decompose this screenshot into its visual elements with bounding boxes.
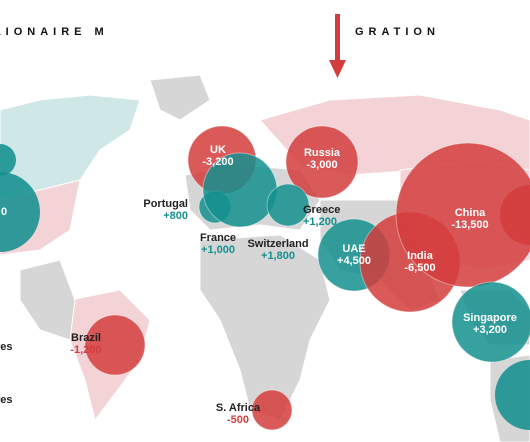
country-name: Russia xyxy=(304,147,341,159)
bubble xyxy=(285,125,359,199)
country-name: Singapore xyxy=(463,312,517,324)
bubble xyxy=(451,281,530,363)
title-arrow xyxy=(329,14,346,78)
country-name: France xyxy=(200,232,236,244)
country-value: -6,500 xyxy=(404,262,435,274)
cropped-label: 0 xyxy=(1,206,7,218)
country-name: Greece xyxy=(303,204,340,216)
country-value: -1,200 xyxy=(70,344,101,356)
bubble xyxy=(84,314,146,376)
country-value: -3,000 xyxy=(306,159,337,171)
country-name: China xyxy=(455,207,486,219)
bubbles xyxy=(0,125,530,431)
cropped-label: res xyxy=(0,394,13,406)
country-value: +4,500 xyxy=(337,255,371,267)
labels: UK-3,200Russia-3,000Portugal+800France+1… xyxy=(0,144,517,426)
bubble xyxy=(395,142,530,288)
country-name: Brazil xyxy=(71,332,101,344)
country-value: -500 xyxy=(227,414,249,426)
cropped-label: res xyxy=(0,341,13,353)
country-value: -13,500 xyxy=(451,219,488,231)
country-name: Portugal xyxy=(143,198,188,210)
bubble xyxy=(266,183,310,227)
bubble-edge xyxy=(0,172,40,252)
country-name: UK xyxy=(210,144,226,156)
bubble xyxy=(251,389,293,431)
title-left: MILLIONAIRE M xyxy=(0,26,109,38)
country-value: +1,800 xyxy=(261,250,295,262)
country-value: +800 xyxy=(163,210,188,222)
country-name: Switzerland xyxy=(247,238,308,250)
bubble-edge xyxy=(495,360,530,430)
bubble-edge xyxy=(0,144,16,176)
country-name: S. Africa xyxy=(216,402,261,414)
country-name: India xyxy=(407,250,434,262)
country-value: +1,000 xyxy=(201,244,235,256)
country-name: UAE xyxy=(342,243,365,255)
country-value: +3,200 xyxy=(473,324,507,336)
country-value: -3,200 xyxy=(202,156,233,168)
country-value: +1,200 xyxy=(303,216,337,228)
title-right: GRATION xyxy=(355,26,440,38)
